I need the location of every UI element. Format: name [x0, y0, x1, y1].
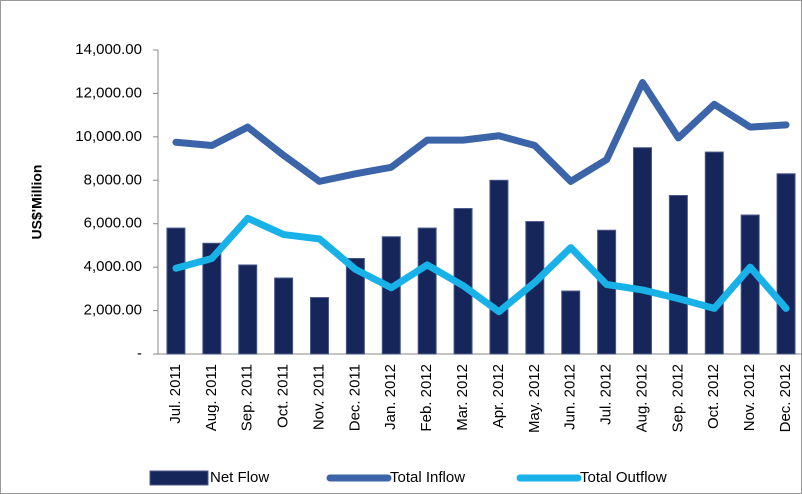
- bar: [381, 236, 401, 355]
- bar: [345, 257, 365, 355]
- bar: [561, 290, 581, 355]
- y-tick-label: 4,000.00: [84, 258, 142, 275]
- legend-label: Total Inflow: [390, 469, 465, 486]
- bar: [310, 297, 329, 355]
- y-tick-label: 10,000.00: [75, 128, 142, 145]
- y-tick-label: 14,000.00: [75, 41, 142, 58]
- x-tick-label: Dec. 2011: [346, 364, 363, 431]
- x-tick-label: Sep. 2011: [239, 364, 256, 431]
- line: [172, 214, 790, 316]
- x-tick-label: Nov. 2012: [741, 364, 758, 431]
- bar: [776, 173, 796, 355]
- x-tick-label: Dec. 2012: [777, 364, 794, 432]
- y-tick-label: 8,000.00: [84, 171, 142, 188]
- bar: [202, 242, 222, 355]
- line: [172, 79, 790, 185]
- x-tick-label: Aug. 2011: [203, 364, 220, 431]
- y-tick-label: 2,000.00: [84, 302, 142, 319]
- x-tick-label: Oct. 2012: [705, 364, 722, 429]
- legend-swatch: [149, 470, 209, 486]
- bar: [238, 264, 258, 355]
- x-tick-label: Feb. 2012: [418, 364, 435, 432]
- x-tick-label: Mar. 2012: [454, 364, 471, 431]
- x-tick-label: Jul. 2012: [598, 364, 615, 425]
- bar: [166, 227, 186, 355]
- bar: [274, 277, 294, 355]
- bar: [417, 227, 437, 355]
- x-tick-label: Sep. 2012: [669, 364, 686, 432]
- x-tick-label: Jul. 2011: [167, 364, 184, 424]
- legend-label: Net Flow: [210, 469, 269, 486]
- x-tick-label: Oct. 2011: [275, 364, 292, 428]
- y-tick-label: 12,000.00: [75, 84, 142, 101]
- x-tick-label: Aug. 2012: [633, 364, 650, 432]
- x-tick-label: Jun. 2012: [562, 364, 579, 430]
- bar: [633, 147, 652, 355]
- x-tick-label: Nov. 2011: [310, 364, 327, 430]
- bar: [597, 229, 617, 355]
- x-tick-label: Jan. 2012: [382, 364, 399, 430]
- y-tick-label: 6,000.00: [84, 215, 142, 232]
- bar: [704, 151, 724, 355]
- y-tick-label: -: [137, 345, 142, 362]
- legend-label: Total Outflow: [580, 469, 667, 486]
- bar: [740, 214, 760, 355]
- x-tick-label: May. 2012: [526, 364, 543, 433]
- bar: [668, 194, 688, 355]
- bar: [489, 179, 509, 355]
- x-tick-label: Apr. 2012: [490, 364, 507, 428]
- y-axis-label: US$'Million: [29, 165, 45, 240]
